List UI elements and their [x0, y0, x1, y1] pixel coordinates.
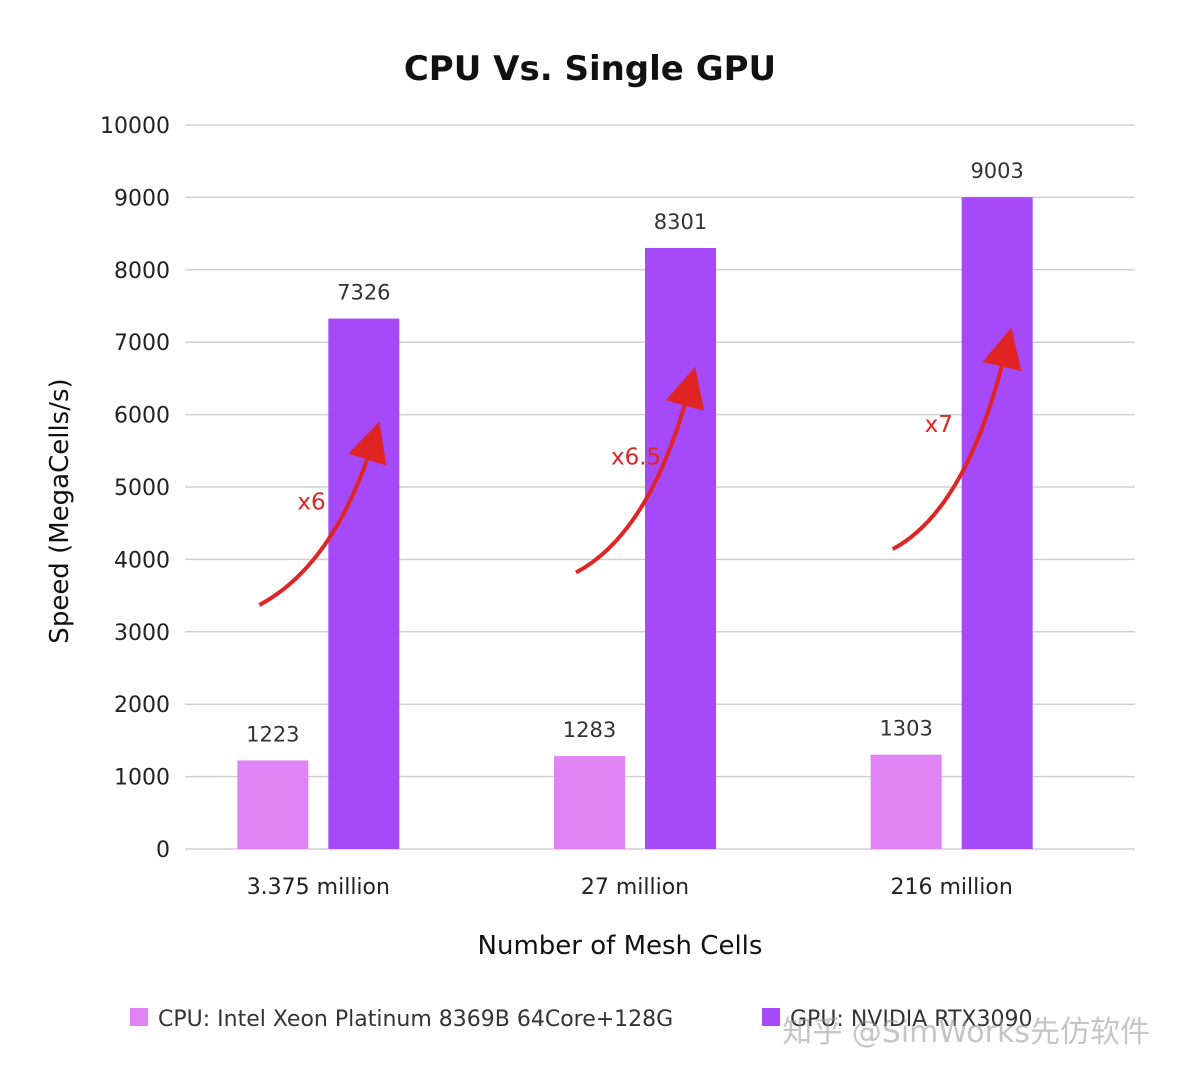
x-axis-label: Number of Mesh Cells — [478, 931, 763, 961]
y-tick-label: 0 — [156, 838, 170, 863]
y-tick-label: 5000 — [114, 476, 170, 501]
y-tick-label: 8000 — [114, 259, 170, 284]
y-axis-ticks: 0 1000 2000 3000 4000 5000 6000 7000 8000 9000 100… — [100, 114, 170, 863]
x-tick-label: 27 million — [581, 875, 689, 900]
speedup-label: x6 — [297, 490, 325, 516]
y-tick-label: 2000 — [114, 693, 170, 718]
speedup-arrow — [891, 327, 1022, 551]
x-tick-label: 3.375 million — [247, 875, 390, 900]
y-axis-label: Speed (MegaCells/s) — [45, 378, 75, 643]
y-tick-label: 10000 — [100, 114, 170, 139]
speedup-annotations: x6 x6.5 x7 — [258, 327, 1022, 607]
bar-gpu — [645, 248, 716, 850]
watermark: 知乎 @SimWorks先仿软件 — [782, 1015, 1150, 1050]
x-tick-label: 216 million — [891, 875, 1013, 900]
chart-title: CPU Vs. Single GPU — [404, 49, 776, 89]
y-tick-label: 9000 — [114, 186, 170, 211]
data-label: 8301 — [654, 210, 707, 234]
bar-cpu — [870, 754, 942, 849]
bars — [237, 197, 1033, 850]
y-tick-label: 7000 — [114, 331, 170, 356]
bar-gpu — [328, 318, 400, 849]
legend: CPU: Intel Xeon Platinum 8369B 64Core+12… — [130, 1007, 1032, 1032]
data-label: 9003 — [970, 159, 1023, 183]
speedup-arrow — [258, 421, 387, 607]
x-axis-ticks: 3.375 million 27 million 216 million — [247, 875, 1013, 900]
legend-swatch — [130, 1008, 148, 1026]
y-tick-label: 4000 — [114, 548, 170, 573]
bar-gpu — [961, 197, 1033, 849]
speedup-arrow — [575, 366, 705, 575]
y-tick-label: 1000 — [114, 766, 170, 791]
data-label: 7326 — [337, 281, 390, 305]
legend-swatch — [762, 1008, 780, 1026]
data-label: 1303 — [879, 717, 932, 741]
y-tick-label: 3000 — [114, 621, 170, 646]
data-labels: 1223 7326 1283 8301 1303 9003 — [246, 159, 1024, 746]
speedup-label: x7 — [925, 412, 953, 438]
legend-label: CPU: Intel Xeon Platinum 8369B 64Core+12… — [158, 1007, 673, 1032]
speedup-label: x6.5 — [611, 444, 661, 470]
bar-cpu — [554, 756, 625, 849]
legend-label: GPU: NVIDIA RTX3090 — [790, 1007, 1032, 1032]
y-tick-label: 6000 — [114, 404, 170, 429]
data-label: 1223 — [246, 722, 299, 746]
data-label: 1283 — [563, 718, 616, 742]
bar-cpu — [237, 760, 309, 849]
